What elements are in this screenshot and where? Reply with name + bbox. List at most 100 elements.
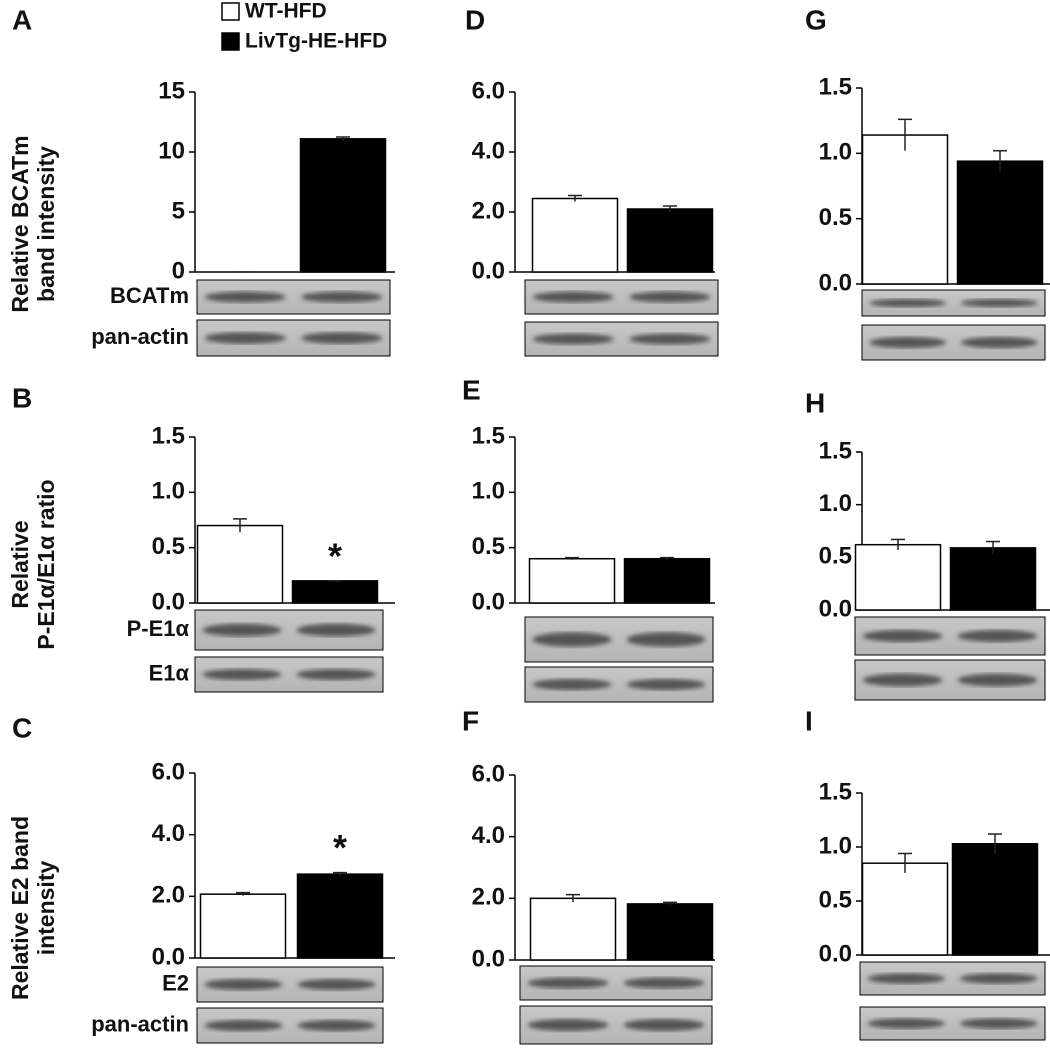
y-tick-label: 1.0	[819, 832, 852, 859]
significance-mark: *	[328, 535, 342, 576]
blot-band	[869, 298, 947, 308]
blot-band	[960, 336, 1038, 349]
legend-swatch	[221, 32, 240, 51]
y-tick-label: 10	[158, 137, 185, 164]
bar	[861, 862, 949, 956]
y-tick-label: 4.0	[472, 137, 505, 164]
blot-band	[623, 977, 705, 989]
panel-letter: C	[12, 712, 32, 743]
y-tick-label: 0.5	[152, 533, 185, 560]
panel-letter: A	[12, 4, 32, 35]
y-tick-label: 1.5	[819, 437, 852, 464]
y-tick-label: 1.0	[819, 490, 852, 517]
y-tick-label: 1.0	[152, 478, 185, 505]
y-tick-label: 1.0	[472, 478, 505, 505]
blot-band	[867, 973, 946, 984]
bar	[291, 580, 379, 604]
blot-label: pan-actin	[91, 324, 189, 349]
blot-band	[527, 1018, 609, 1032]
y-tick-label: 0	[172, 257, 185, 284]
bar	[626, 208, 714, 273]
bar	[623, 557, 711, 604]
bar	[528, 557, 616, 604]
y-tick-label: 1.5	[819, 73, 852, 100]
y-tick-label: 0.0	[152, 588, 185, 615]
y-tick-label: 4.0	[472, 822, 505, 849]
blot-band	[957, 629, 1038, 643]
y-tick-label: 6.0	[472, 760, 505, 787]
y-tick-label: 0.0	[819, 595, 852, 622]
y-tick-label: 6.0	[152, 758, 185, 785]
blot-label: BCATm	[110, 283, 189, 308]
bar	[529, 897, 617, 961]
blot-band	[629, 333, 711, 345]
y-tick-label: 0.0	[819, 269, 852, 296]
bar	[854, 543, 942, 611]
blot-band	[296, 668, 376, 681]
blot-band	[301, 332, 383, 344]
y-tick-label: 0.0	[472, 945, 505, 972]
bar	[861, 134, 949, 285]
blot-band	[959, 973, 1038, 984]
blot-band	[204, 291, 286, 303]
blot-band	[204, 332, 286, 344]
y-axis-label: intensity	[33, 861, 59, 956]
panel-letter: G	[805, 4, 827, 35]
y-tick-label: 2.0	[472, 197, 505, 224]
y-tick-label: 6.0	[472, 77, 505, 104]
bar	[296, 873, 384, 959]
blot-band	[957, 673, 1038, 687]
blot-band	[296, 623, 376, 637]
y-tick-label: 5	[172, 197, 185, 224]
blot-band	[202, 668, 282, 681]
panel-letter: H	[805, 387, 825, 418]
blot-band	[532, 333, 614, 345]
bar	[951, 843, 1039, 956]
y-tick-label: 4.0	[152, 820, 185, 847]
blot-band	[204, 1019, 283, 1032]
y-tick-label: 1.5	[472, 422, 505, 449]
blot-band	[297, 1019, 376, 1032]
y-tick-label: 0.0	[472, 588, 505, 615]
blot-band	[532, 291, 614, 303]
panel-letter: D	[465, 4, 485, 35]
blot-band	[626, 678, 706, 691]
blot-band	[202, 623, 282, 637]
bar	[199, 893, 287, 959]
blot-band	[532, 678, 612, 691]
y-tick-label: 0.5	[819, 886, 852, 913]
y-axis-label: Relative BCATm	[7, 135, 33, 312]
blot-band	[959, 1018, 1038, 1029]
blot-band	[532, 632, 612, 647]
bar	[531, 197, 619, 273]
y-tick-label: 1.5	[152, 422, 185, 449]
blot-band	[867, 1018, 946, 1029]
blot-band	[301, 291, 383, 303]
bar	[956, 160, 1044, 285]
blot-label: E1α	[149, 660, 190, 685]
panel-letter: I	[805, 705, 813, 736]
y-tick-label: 2.0	[152, 882, 185, 909]
blot-band	[297, 978, 376, 991]
blot-label: pan-actin	[91, 1011, 189, 1036]
blot-band	[869, 336, 947, 349]
blot-band	[527, 977, 609, 989]
y-tick-label: 0.0	[472, 257, 505, 284]
bar	[299, 138, 387, 273]
panel-letter: E	[462, 374, 481, 405]
y-tick-label: 0.5	[819, 543, 852, 570]
legend-swatch	[221, 2, 240, 21]
y-tick-label: 1.0	[819, 139, 852, 166]
bar	[949, 547, 1037, 611]
y-tick-label: 0.0	[152, 943, 185, 970]
panel-letter: B	[12, 382, 32, 413]
legend-label: WT-HFD	[245, 0, 327, 23]
blot-band	[623, 1018, 705, 1032]
blot-label: E2	[162, 970, 189, 995]
significance-mark: *	[333, 827, 347, 868]
bar	[196, 524, 284, 604]
y-tick-label: 0.0	[819, 940, 852, 967]
y-axis-label: Relative	[7, 520, 33, 608]
